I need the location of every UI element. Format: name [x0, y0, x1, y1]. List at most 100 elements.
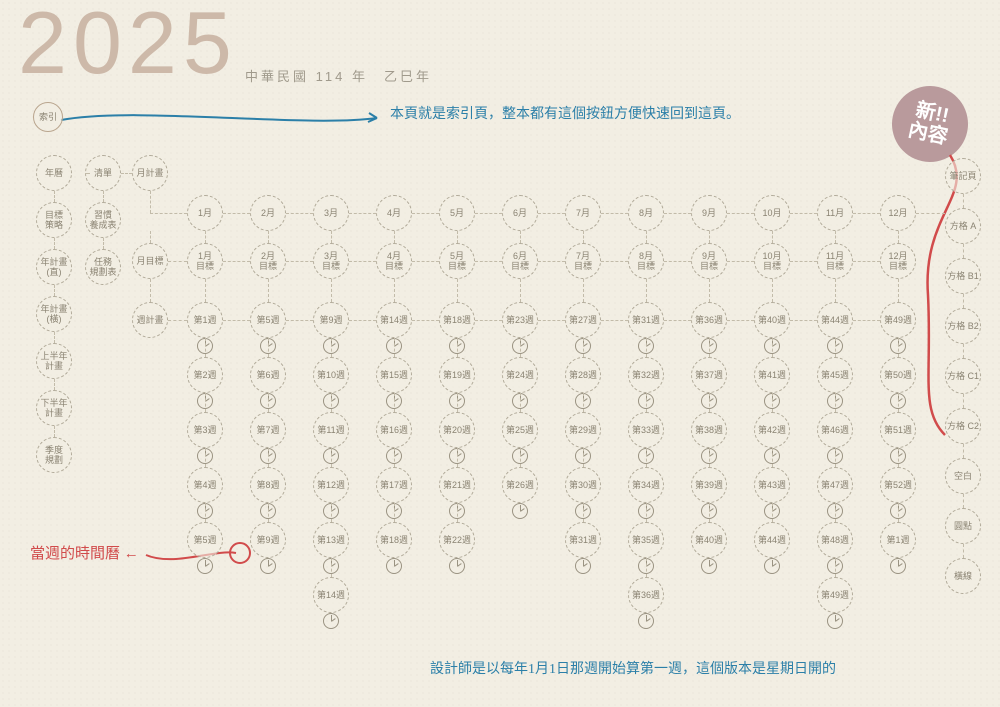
week-m3-11[interactable]: 第11週 [313, 412, 349, 448]
clock-icon[interactable] [386, 558, 402, 574]
week-m5-18[interactable]: 第18週 [439, 302, 475, 338]
left-nav-0[interactable]: 年曆 [36, 155, 72, 191]
week-m6-25[interactable]: 第25週 [502, 412, 538, 448]
left-nav-6[interactable]: 季度 規劃 [36, 437, 72, 473]
week-m3-14[interactable]: 第14週 [313, 577, 349, 613]
week-m8-33[interactable]: 第33週 [628, 412, 664, 448]
week-m6-26[interactable]: 第26週 [502, 467, 538, 503]
week-m12-50[interactable]: 第50週 [880, 357, 916, 393]
month-goal-5[interactable]: 5月 目標 [439, 243, 475, 279]
week-m8-35[interactable]: 第35週 [628, 522, 664, 558]
month-goal-6[interactable]: 6月 目標 [502, 243, 538, 279]
month-goal-2[interactable]: 2月 目標 [250, 243, 286, 279]
clock-icon[interactable] [260, 558, 276, 574]
week-m7-30[interactable]: 第30週 [565, 467, 601, 503]
week-m6-23[interactable]: 第23週 [502, 302, 538, 338]
week-m7-27[interactable]: 第27週 [565, 302, 601, 338]
week-m11-46[interactable]: 第46週 [817, 412, 853, 448]
left-nav2-2[interactable]: 任務 規劃表 [85, 249, 121, 285]
week-m9-39[interactable]: 第39週 [691, 467, 727, 503]
week-m7-31[interactable]: 第31週 [565, 522, 601, 558]
month-goal-10[interactable]: 10月 目標 [754, 243, 790, 279]
week-m9-36[interactable]: 第36週 [691, 302, 727, 338]
month-12[interactable]: 12月 [880, 195, 916, 231]
left-nav-3[interactable]: 年計畫 (橫) [36, 296, 72, 332]
month-goal-4[interactable]: 4月 目標 [376, 243, 412, 279]
week-m11-48[interactable]: 第48週 [817, 522, 853, 558]
week-m11-47[interactable]: 第47週 [817, 467, 853, 503]
week-m11-44[interactable]: 第44週 [817, 302, 853, 338]
month-goal[interactable]: 月目標 [132, 243, 168, 279]
month-goal-7[interactable]: 7月 目標 [565, 243, 601, 279]
week-m3-10[interactable]: 第10週 [313, 357, 349, 393]
week-m7-28[interactable]: 第28週 [565, 357, 601, 393]
week-m8-34[interactable]: 第34週 [628, 467, 664, 503]
week-m10-42[interactable]: 第42週 [754, 412, 790, 448]
week-m2-8[interactable]: 第8週 [250, 467, 286, 503]
week-m5-20[interactable]: 第20週 [439, 412, 475, 448]
clock-icon[interactable] [197, 558, 213, 574]
month-plan[interactable]: 月計畫 [132, 155, 168, 191]
week-m8-36[interactable]: 第36週 [628, 577, 664, 613]
week-m12-1[interactable]: 第1週 [880, 522, 916, 558]
right-nav-2[interactable]: 方格 B1 [945, 258, 981, 294]
month-5[interactable]: 5月 [439, 195, 475, 231]
week-m4-18[interactable]: 第18週 [376, 522, 412, 558]
month-goal-1[interactable]: 1月 目標 [187, 243, 223, 279]
week-m11-45[interactable]: 第45週 [817, 357, 853, 393]
week-m2-7[interactable]: 第7週 [250, 412, 286, 448]
left-nav2-1[interactable]: 習慣 養成表 [85, 202, 121, 238]
month-6[interactable]: 6月 [502, 195, 538, 231]
week-m1-4[interactable]: 第4週 [187, 467, 223, 503]
month-goal-12[interactable]: 12月 目標 [880, 243, 916, 279]
clock-icon[interactable] [575, 558, 591, 574]
week-m10-43[interactable]: 第43週 [754, 467, 790, 503]
week-m12-49[interactable]: 第49週 [880, 302, 916, 338]
right-nav-5[interactable]: 方格 C2 [945, 408, 981, 444]
right-nav-8[interactable]: 橫線 [945, 558, 981, 594]
clock-icon[interactable] [701, 558, 717, 574]
week-m9-38[interactable]: 第38週 [691, 412, 727, 448]
clock-icon[interactable] [323, 613, 339, 629]
week-m3-12[interactable]: 第12週 [313, 467, 349, 503]
week-m10-40[interactable]: 第40週 [754, 302, 790, 338]
week-m2-6[interactable]: 第6週 [250, 357, 286, 393]
week-m4-17[interactable]: 第17週 [376, 467, 412, 503]
week-m5-22[interactable]: 第22週 [439, 522, 475, 558]
week-m1-2[interactable]: 第2週 [187, 357, 223, 393]
week-m8-31[interactable]: 第31週 [628, 302, 664, 338]
week-m2-9[interactable]: 第9週 [250, 522, 286, 558]
month-10[interactable]: 10月 [754, 195, 790, 231]
week-m2-5[interactable]: 第5週 [250, 302, 286, 338]
week-m3-9[interactable]: 第9週 [313, 302, 349, 338]
month-3[interactable]: 3月 [313, 195, 349, 231]
week-m8-32[interactable]: 第32週 [628, 357, 664, 393]
left-nav-5[interactable]: 下半年 計畫 [36, 390, 72, 426]
month-2[interactable]: 2月 [250, 195, 286, 231]
week-m10-41[interactable]: 第41週 [754, 357, 790, 393]
clock-icon[interactable] [827, 613, 843, 629]
week-m1-1[interactable]: 第1週 [187, 302, 223, 338]
right-nav-4[interactable]: 方格 C1 [945, 358, 981, 394]
month-goal-9[interactable]: 9月 目標 [691, 243, 727, 279]
week-m7-29[interactable]: 第29週 [565, 412, 601, 448]
week-m12-51[interactable]: 第51週 [880, 412, 916, 448]
month-goal-3[interactable]: 3月 目標 [313, 243, 349, 279]
clock-icon[interactable] [512, 503, 528, 519]
clock-icon[interactable] [764, 558, 780, 574]
month-goal-8[interactable]: 8月 目標 [628, 243, 664, 279]
month-1[interactable]: 1月 [187, 195, 223, 231]
right-nav-0[interactable]: 筆記頁 [945, 158, 981, 194]
week-plan[interactable]: 週計畫 [132, 302, 168, 338]
left-nav2-0[interactable]: 清單 [85, 155, 121, 191]
left-nav-4[interactable]: 上半年 計畫 [36, 343, 72, 379]
month-4[interactable]: 4月 [376, 195, 412, 231]
week-m4-16[interactable]: 第16週 [376, 412, 412, 448]
week-m10-44[interactable]: 第44週 [754, 522, 790, 558]
right-nav-1[interactable]: 方格 A [945, 208, 981, 244]
clock-icon[interactable] [890, 558, 906, 574]
right-nav-3[interactable]: 方格 B2 [945, 308, 981, 344]
right-nav-7[interactable]: 圓點 [945, 508, 981, 544]
week-m5-19[interactable]: 第19週 [439, 357, 475, 393]
month-9[interactable]: 9月 [691, 195, 727, 231]
